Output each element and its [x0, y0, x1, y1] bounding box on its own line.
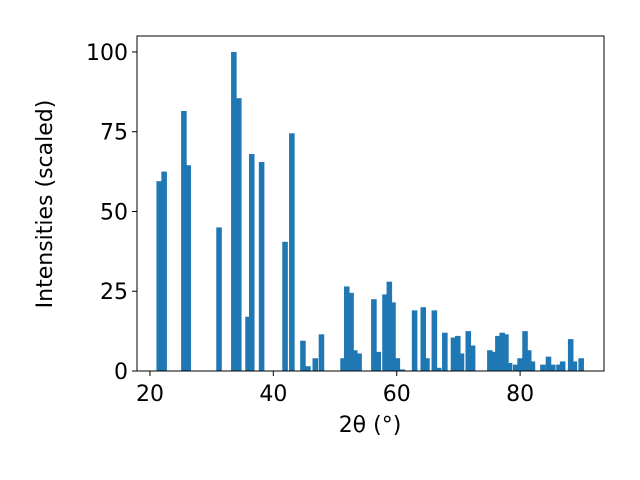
bar: [343, 286, 350, 371]
bar: [382, 294, 388, 371]
bar: [556, 364, 562, 371]
bar: [450, 337, 457, 371]
bar: [318, 334, 325, 371]
bar: [525, 350, 532, 371]
bar: [506, 363, 513, 371]
x-tick-label: 80: [506, 382, 534, 407]
x-tick-label: 20: [136, 382, 164, 407]
bar: [348, 292, 354, 371]
bar: [503, 334, 509, 371]
bar: [567, 339, 574, 371]
bar: [351, 350, 358, 371]
y-axis-label: Intensities (scaled): [33, 100, 58, 309]
x-tick-label: 40: [259, 382, 287, 407]
bar: [231, 51, 237, 371]
bar: [411, 310, 418, 371]
bar: [571, 361, 578, 371]
bar: [390, 302, 396, 371]
bar: [356, 353, 362, 371]
bar: [340, 358, 346, 371]
bar: [487, 350, 493, 371]
bar: [499, 332, 505, 371]
bar: [289, 133, 295, 371]
bar: [435, 367, 442, 371]
y-tick-label: 25: [100, 280, 128, 305]
bar: [545, 356, 552, 371]
bar: [300, 340, 306, 371]
bar: [258, 162, 265, 371]
bar: [245, 316, 251, 371]
y-tick-label: 75: [100, 121, 128, 146]
bar: [305, 366, 311, 371]
bar: [540, 364, 546, 371]
bar: [491, 351, 497, 371]
bar: [469, 345, 476, 371]
x-tick-label: 60: [383, 382, 411, 407]
bar: [375, 351, 381, 371]
bar: [442, 332, 448, 371]
bar: [161, 171, 167, 371]
bar: [394, 358, 401, 371]
bar: [248, 154, 255, 371]
bar: [529, 361, 536, 371]
bar: [156, 181, 162, 371]
bar: [399, 369, 406, 371]
bar: [465, 331, 472, 371]
bar: [513, 364, 519, 371]
bar: [517, 358, 523, 371]
bar: [495, 335, 501, 371]
bar: [431, 310, 438, 371]
plot-frame: [136, 35, 605, 372]
bar: [216, 227, 222, 371]
bar: [550, 364, 556, 371]
y-tick-label: 100: [86, 41, 128, 66]
bar: [312, 358, 319, 371]
bar: [386, 281, 393, 371]
bar: [420, 307, 427, 371]
bar: [181, 110, 187, 371]
y-tick-label: 0: [114, 360, 128, 385]
x-axis-label: 2θ (°): [339, 413, 402, 438]
bar: [282, 241, 288, 371]
bar: [559, 361, 566, 371]
y-tick-label: 50: [100, 200, 128, 225]
bar: [522, 331, 528, 371]
bar: [458, 353, 465, 371]
bar: [185, 165, 191, 371]
bar: [371, 299, 377, 371]
bar: [455, 335, 461, 371]
bar: [236, 98, 242, 371]
bar: [424, 358, 430, 371]
bar: [578, 358, 584, 371]
